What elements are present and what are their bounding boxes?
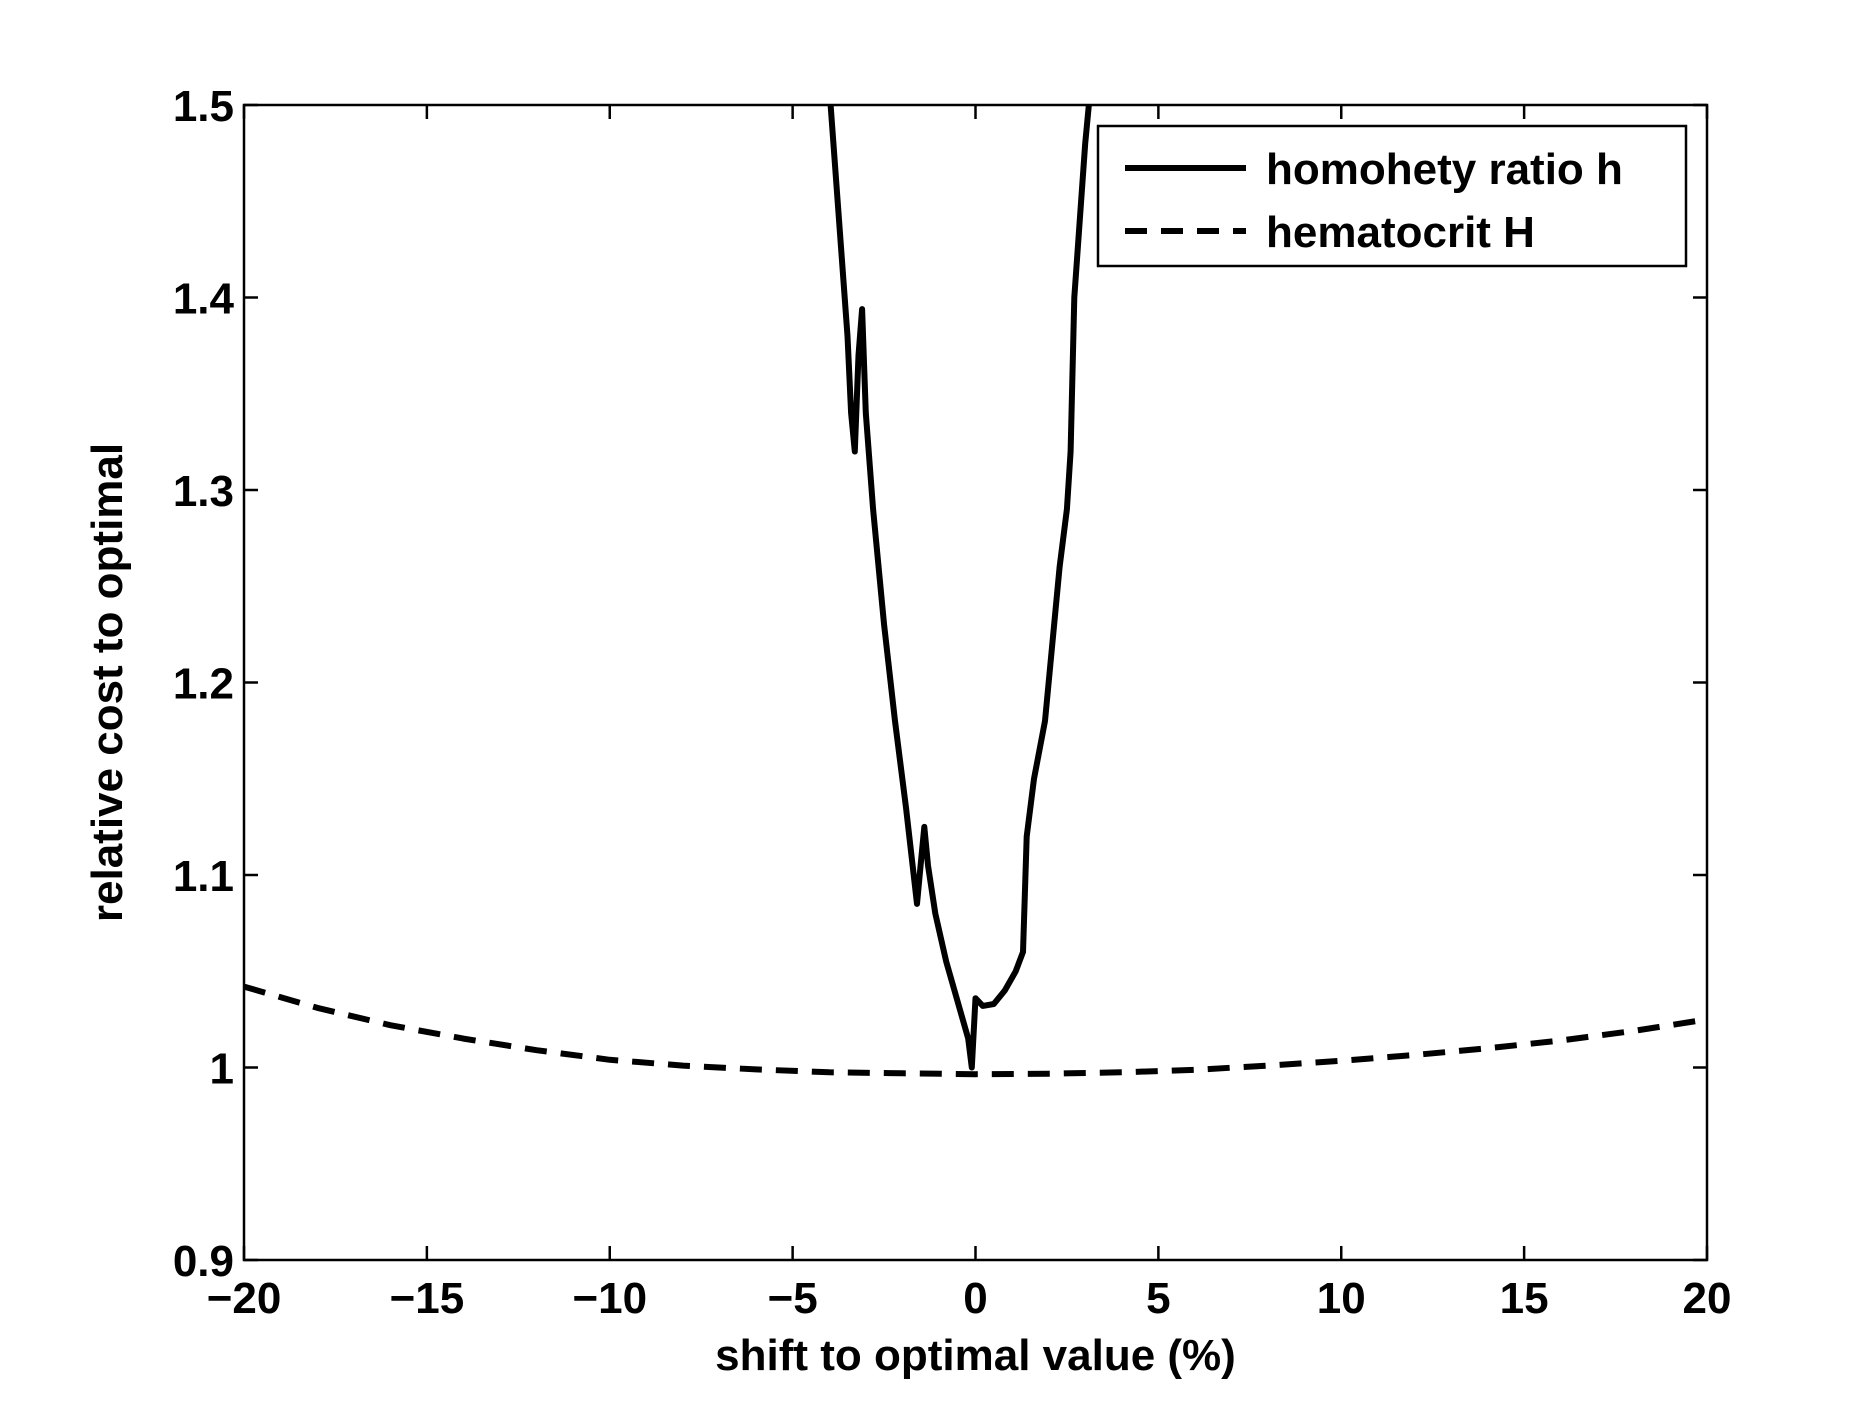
legend: homohety ratio h hematocrit H: [1096, 124, 1688, 268]
y-tick-label: 1: [210, 1045, 234, 1094]
y-tick-label: 1.3: [173, 467, 234, 516]
series-line-hematocrit: [244, 983, 1707, 1078]
x-tick-label: −10: [572, 1274, 647, 1323]
series-line-homohety: [827, 105, 1092, 1071]
x-tick-label: 10: [1317, 1274, 1366, 1323]
series-layer: [244, 105, 1707, 1078]
x-tick-label: −15: [390, 1274, 465, 1323]
x-tick-label: −20: [207, 1274, 282, 1323]
x-tick-label: 20: [1683, 1274, 1732, 1323]
x-tick-label: 5: [1146, 1274, 1170, 1323]
legend-label-homohety: homohety ratio h: [1266, 145, 1623, 194]
y-tick-label: 1.4: [173, 275, 235, 324]
y-tick-label: 1.2: [173, 660, 234, 709]
x-tick-label: −5: [768, 1274, 818, 1323]
y-axis-label: relative cost to optimal: [83, 443, 132, 922]
y-tick-label: 1.1: [173, 852, 234, 901]
legend-label-hematocrit: hematocrit H: [1266, 208, 1535, 257]
y-tick-label: 0.9: [173, 1237, 234, 1286]
x-tick-label: 15: [1500, 1274, 1549, 1323]
legend-box: [1096, 124, 1688, 268]
x-tick-label: 0: [963, 1274, 987, 1323]
ticks-layer: −20 −15 −10 −5 0 5 10 15 20 0.9 1 1.1 1.2 1.3 1.4 1.5: [173, 82, 1732, 1323]
x-axis-label: shift to optimal value (%): [715, 1331, 1236, 1380]
y-tick-label: 1.5: [173, 82, 234, 131]
